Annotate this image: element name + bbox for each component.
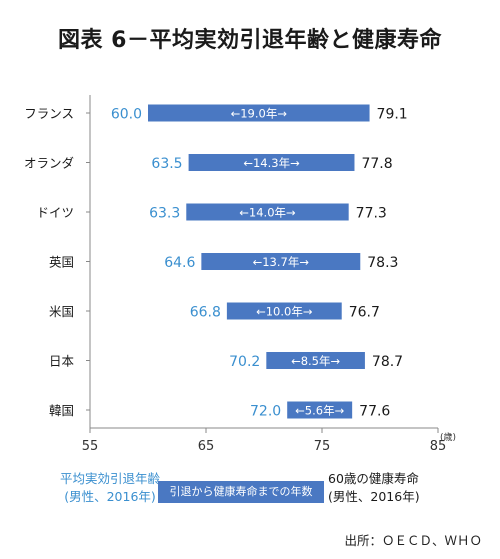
source-note: 出所：ＯＥＣＤ、ＷＨＯ [344, 533, 482, 548]
category-label: 日本 [49, 354, 75, 369]
gap-label: ←10.0年→ [256, 305, 313, 319]
category-label: 韓国 [49, 403, 74, 418]
retirement-value-label: 70.2 [229, 354, 260, 370]
category-label: 米国 [49, 304, 74, 319]
legend-retirement: 平均実効引退年齢 (男性、2016年) [50, 470, 170, 506]
range-bar [186, 203, 349, 221]
range-bar [201, 253, 361, 270]
health-value-label: 78.3 [367, 255, 398, 271]
gap-label: ←5.6年→ [295, 404, 344, 418]
range-bar [148, 104, 370, 122]
x-tick-label-85: 85 [430, 439, 447, 454]
range-bar [226, 302, 342, 320]
legend-retirement-line2: (男性、2016年) [64, 489, 156, 504]
retirement-value-label: 60.0 [111, 107, 142, 123]
retirement-value-label: 66.8 [190, 305, 221, 321]
range-bar [287, 401, 353, 419]
retirement-value-label: 72.0 [250, 404, 281, 420]
health-value-label: 78.7 [372, 354, 403, 370]
legend-retirement-line1: 平均実効引退年齢 [59, 471, 160, 486]
range-bar [188, 154, 355, 171]
chart-title: 図表 6－平均実効引退年齢と健康寿命 [58, 28, 442, 53]
gap-label: ←19.0年→ [231, 107, 288, 121]
health-value-label: 77.6 [359, 404, 390, 420]
health-value-label: 79.1 [377, 107, 408, 123]
x-tick-label-65: 65 [198, 439, 215, 454]
retirement-value-label: 63.5 [151, 156, 182, 172]
gap-label: ←14.3年→ [243, 156, 300, 170]
legend-health-line2: (男性、2016年) [328, 489, 420, 504]
retirement-value-label: 64.6 [164, 255, 195, 271]
legend-health-line1: 60歳の健康寿命 [328, 471, 419, 486]
health-value-label: 76.7 [349, 305, 380, 321]
x-tick-label-55: 55 [82, 439, 99, 454]
category-label: フランス [24, 106, 74, 121]
health-value-label: 77.8 [361, 156, 392, 172]
x-axis-unit: (歳) [440, 431, 456, 443]
category-label: オランダ [24, 156, 74, 171]
gap-label: ←8.5年→ [291, 354, 340, 368]
gap-label: ←13.7年→ [253, 255, 310, 269]
category-label: 英国 [49, 255, 74, 270]
x-tick-label-75: 75 [314, 439, 331, 454]
legend-gap-box: 引退から健康寿命までの年数 [158, 481, 324, 503]
category-label: ドイツ [36, 205, 74, 220]
legend-health: 60歳の健康寿命 (男性、2016年) [328, 470, 438, 506]
health-value-label: 77.3 [356, 206, 387, 222]
retirement-value-label: 63.3 [149, 206, 180, 222]
gap-label: ←14.0年→ [239, 206, 296, 220]
range-bar [266, 352, 365, 369]
